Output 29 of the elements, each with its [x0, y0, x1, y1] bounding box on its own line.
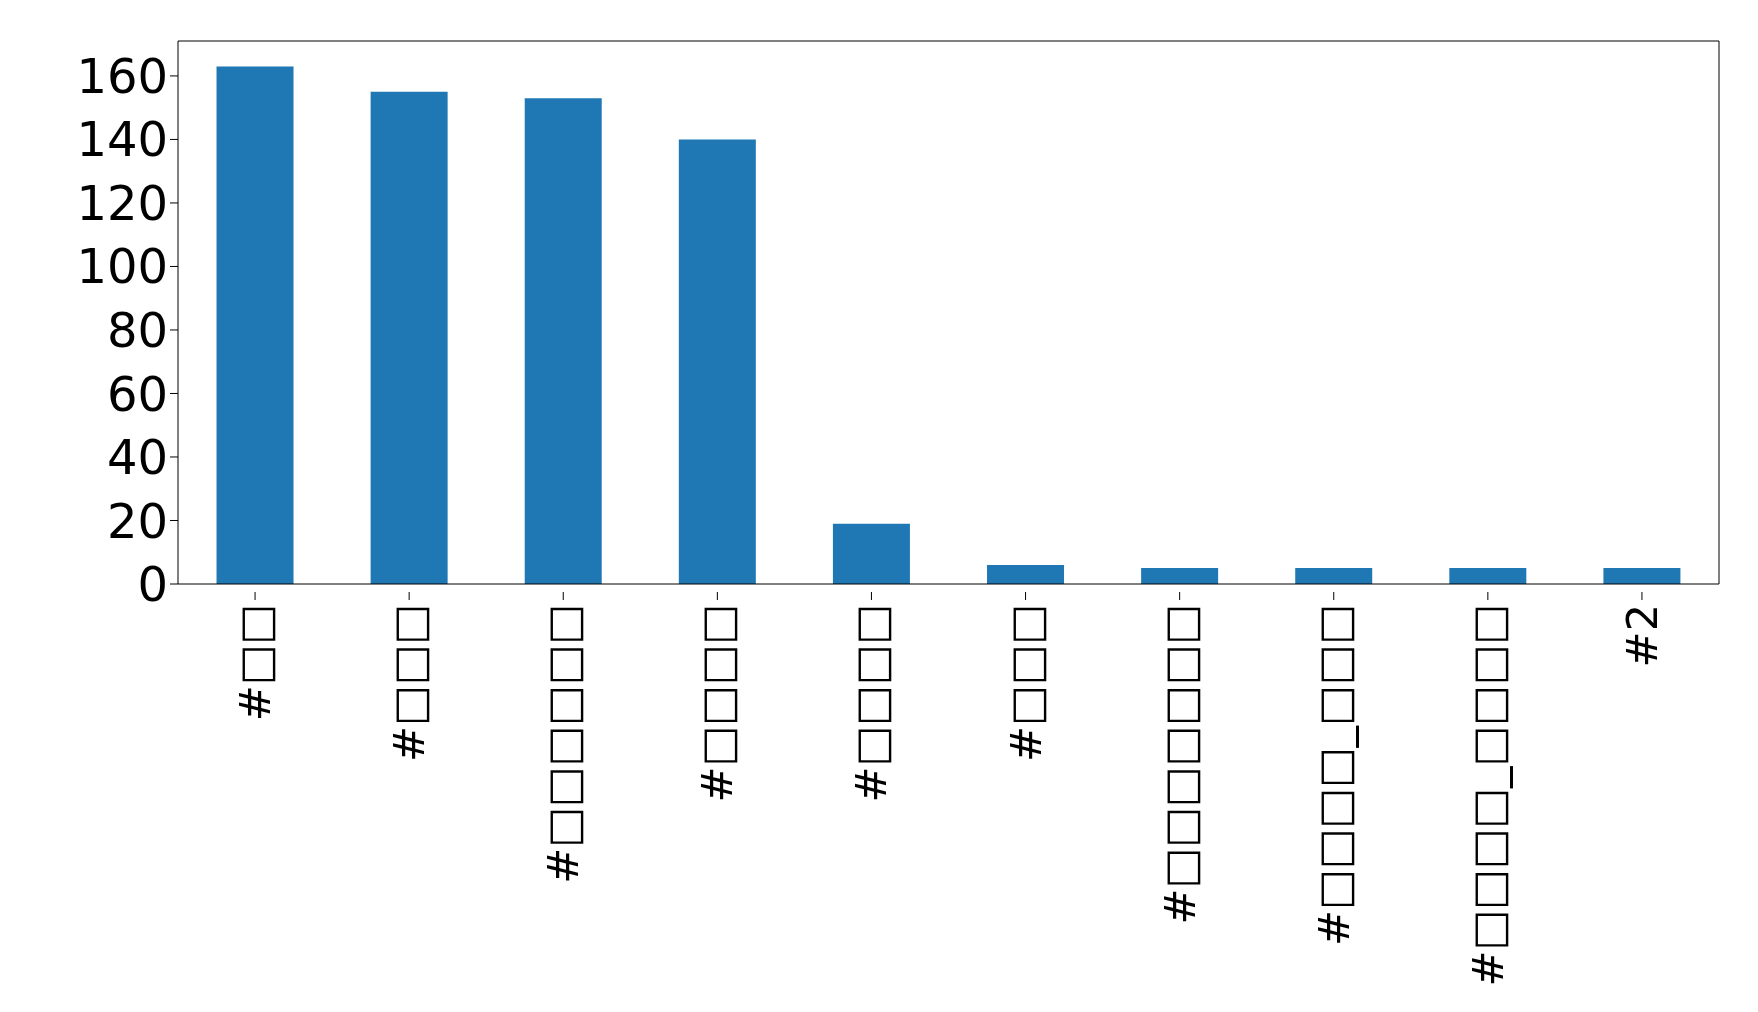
x-tick-label: #2	[1616, 604, 1667, 668]
y-tick-label: 160	[76, 47, 168, 104]
x-tick-label: #□□□	[1000, 604, 1051, 762]
x-tick-label: #□□□□_□□□	[1308, 604, 1359, 946]
y-tick-label: 140	[76, 111, 168, 168]
bar	[1295, 568, 1373, 584]
bar	[678, 139, 756, 584]
bar	[1141, 568, 1219, 584]
x-tick-label: #□□□□_□□□□	[1462, 604, 1513, 987]
y-tick-label: 120	[76, 174, 168, 231]
x-tick-label: #□□□	[384, 604, 435, 762]
bar	[1449, 568, 1527, 584]
y-tick-label: 40	[106, 429, 168, 486]
y-tick-label: 80	[106, 302, 168, 358]
x-tick-label: #□□□□	[692, 604, 743, 803]
y-tick-label: 20	[106, 492, 168, 549]
x-tick-label: #□□□□	[846, 604, 897, 803]
bar	[1603, 568, 1681, 584]
bar	[370, 91, 448, 584]
bar	[216, 66, 294, 584]
x-tick-label: #□□	[230, 604, 281, 722]
x-tick-label: #□□□□□□	[538, 604, 589, 884]
bar	[832, 523, 910, 584]
bar	[987, 564, 1065, 584]
y-tick-label: 0	[137, 556, 168, 613]
bar	[524, 98, 602, 584]
x-tick-label: #□□□□□□□	[1154, 604, 1205, 925]
y-tick-label: 60	[106, 365, 168, 422]
y-tick-label: 100	[76, 238, 168, 295]
